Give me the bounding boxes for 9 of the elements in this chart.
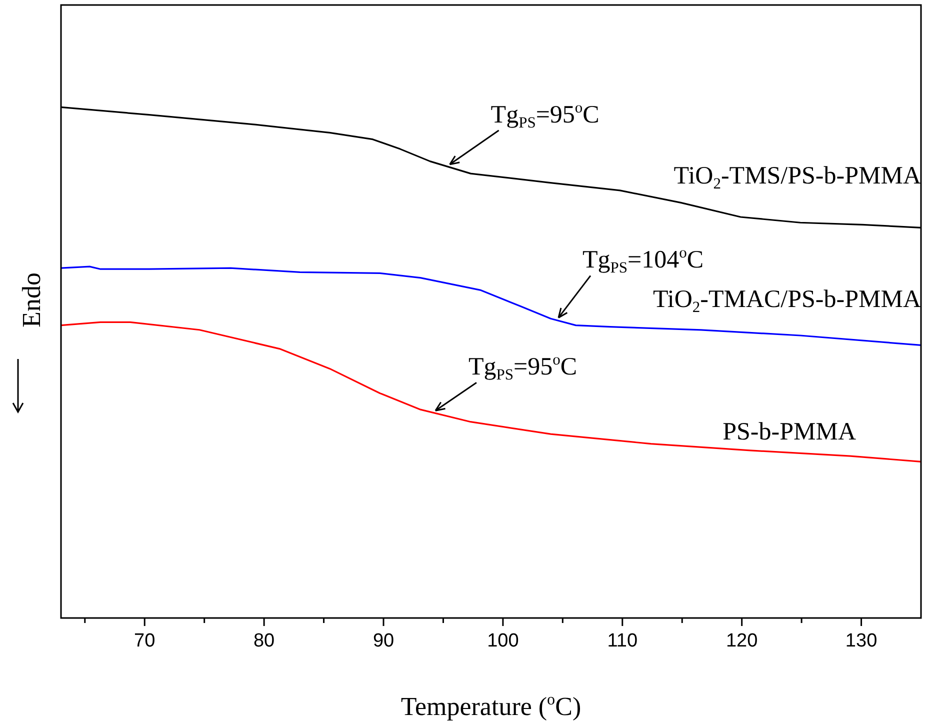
x-tick-label: 80 bbox=[253, 630, 275, 652]
x-tick-label: 130 bbox=[845, 630, 878, 652]
y-axis-title: Endo bbox=[17, 272, 46, 328]
x-tick-label: 90 bbox=[372, 630, 394, 652]
x-tick-label: 100 bbox=[487, 630, 519, 652]
x-tick-label: 110 bbox=[607, 630, 638, 652]
x-tick-label: 70 bbox=[134, 630, 156, 652]
x-tick-label: 120 bbox=[726, 630, 758, 652]
series-label: PS-b-PMMA bbox=[722, 418, 856, 446]
